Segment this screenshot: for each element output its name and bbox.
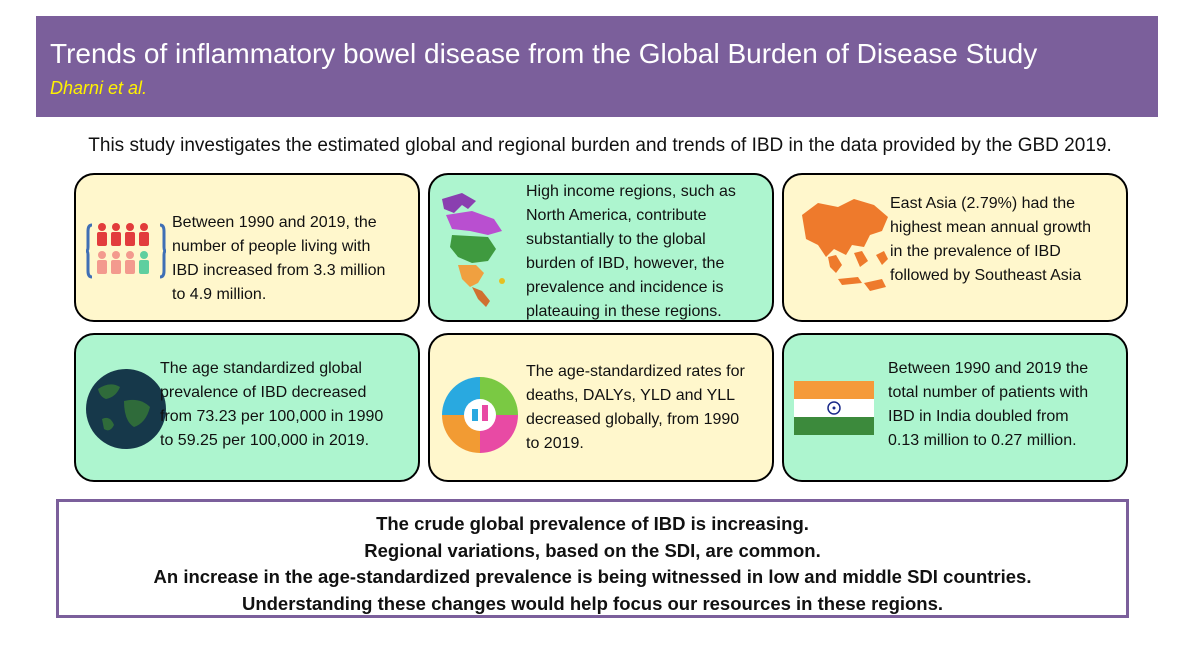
card-text: Between 1990 and 2019 the total number of… bbox=[888, 360, 1089, 449]
globe-icon bbox=[86, 369, 166, 449]
card-text: The age-standardized rates for deaths, DA… bbox=[526, 363, 745, 452]
card-text: Between 1990 and 2019, the number of peop… bbox=[172, 214, 386, 303]
summary-line: An increase in the age-standardized prev… bbox=[153, 566, 1032, 587]
north-america-map-icon bbox=[442, 193, 505, 307]
card-high-income-regions: High income regions, such as North Americ… bbox=[428, 173, 774, 322]
card-deaths-dalys-rates: The age-standardized rates for deaths, DA… bbox=[428, 333, 774, 482]
card-text: High income regions, such as North Americ… bbox=[526, 183, 736, 320]
asia-map-icon bbox=[802, 199, 888, 291]
card-people-living-with-ibd: Between 1990 and 2019, the number of peop… bbox=[74, 173, 420, 322]
summary-line: Regional variations, based on the SDI, a… bbox=[364, 539, 821, 561]
card-text: The age standardized global prevalence of… bbox=[160, 360, 384, 449]
india-flag-icon bbox=[794, 381, 874, 435]
summary-line: Understanding these changes would help f… bbox=[241, 592, 944, 614]
author-line: Dharni et al. bbox=[50, 78, 148, 98]
intro-text: This study investigates the estimated gl… bbox=[88, 135, 1112, 156]
summary-box: The crude global prevalence of IBD is in… bbox=[56, 499, 1129, 618]
card-east-asia-growth: East Asia (2.79%) had the highest mean an… bbox=[782, 173, 1128, 322]
header-banner: Trends of inflammatory bowel disease fro… bbox=[36, 16, 1158, 117]
health-metrics-icon bbox=[442, 377, 518, 453]
summary-line: The crude global prevalence of IBD is in… bbox=[376, 513, 809, 534]
card-age-standardized-prevalence: The age standardized global prevalence of… bbox=[74, 333, 420, 482]
people-icon bbox=[86, 223, 166, 279]
page-title: Trends of inflammatory bowel disease fro… bbox=[50, 38, 1038, 69]
card-text: East Asia (2.79%) had the highest mean an… bbox=[890, 195, 1092, 284]
card-india-patients: Between 1990 and 2019 the total number of… bbox=[782, 333, 1128, 482]
